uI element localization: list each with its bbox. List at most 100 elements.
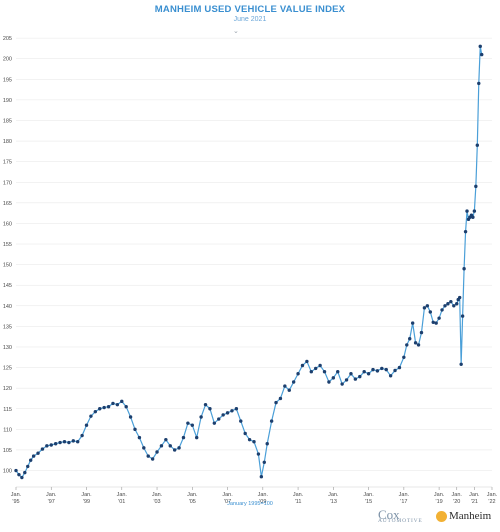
- data-point[interactable]: [375, 369, 380, 373]
- data-point[interactable]: [459, 362, 463, 366]
- data-point[interactable]: [71, 439, 76, 443]
- data-point[interactable]: [446, 302, 450, 306]
- data-point[interactable]: [168, 444, 172, 448]
- data-point[interactable]: [212, 421, 217, 425]
- data-point[interactable]: [137, 435, 142, 440]
- data-point[interactable]: [247, 437, 252, 442]
- data-point[interactable]: [98, 407, 102, 411]
- data-point[interactable]: [84, 423, 89, 427]
- data-point[interactable]: [457, 295, 462, 300]
- data-point[interactable]: [471, 215, 475, 219]
- data-point[interactable]: [14, 468, 18, 473]
- data-point[interactable]: [380, 366, 384, 371]
- data-point[interactable]: [291, 380, 296, 384]
- data-point[interactable]: [111, 401, 115, 406]
- data-point[interactable]: [186, 421, 190, 425]
- data-point[interactable]: [259, 475, 264, 479]
- data-point[interactable]: [58, 440, 62, 445]
- data-point[interactable]: [31, 454, 36, 458]
- data-point[interactable]: [362, 369, 366, 374]
- data-point[interactable]: [199, 415, 203, 419]
- data-point[interactable]: [437, 316, 441, 320]
- data-point[interactable]: [243, 431, 247, 436]
- data-point[interactable]: [413, 341, 418, 345]
- data-point[interactable]: [336, 369, 340, 374]
- data-point[interactable]: [217, 417, 221, 421]
- data-point[interactable]: [349, 372, 353, 376]
- data-point[interactable]: [146, 454, 150, 458]
- data-point[interactable]: [262, 460, 266, 464]
- data-point[interactable]: [274, 400, 278, 405]
- data-point[interactable]: [340, 382, 344, 386]
- data-point[interactable]: [314, 366, 318, 371]
- data-point[interactable]: [434, 321, 438, 325]
- data-point[interactable]: [252, 440, 256, 444]
- data-point[interactable]: [388, 374, 393, 378]
- data-point[interactable]: [344, 378, 349, 382]
- data-point[interactable]: [452, 304, 456, 308]
- data-point[interactable]: [62, 440, 67, 444]
- data-point[interactable]: [45, 444, 49, 448]
- data-point[interactable]: [76, 440, 80, 444]
- data-point[interactable]: [20, 475, 24, 480]
- data-point[interactable]: [397, 365, 402, 370]
- data-point[interactable]: [327, 380, 331, 384]
- data-point[interactable]: [142, 446, 146, 450]
- data-point[interactable]: [23, 470, 27, 475]
- data-point[interactable]: [440, 308, 444, 312]
- data-point[interactable]: [465, 209, 469, 213]
- data-point[interactable]: [405, 343, 409, 347]
- data-point[interactable]: [234, 407, 239, 411]
- data-point[interactable]: [40, 447, 45, 451]
- data-point[interactable]: [93, 409, 98, 414]
- data-point[interactable]: [190, 423, 194, 427]
- data-point[interactable]: [120, 399, 124, 404]
- data-point[interactable]: [159, 444, 164, 448]
- data-point[interactable]: [305, 359, 309, 364]
- data-point[interactable]: [384, 367, 388, 372]
- data-point[interactable]: [115, 402, 120, 407]
- data-point[interactable]: [89, 414, 93, 418]
- data-point[interactable]: [425, 304, 430, 308]
- data-point[interactable]: [208, 407, 212, 411]
- data-point[interactable]: [128, 415, 133, 419]
- data-point[interactable]: [462, 267, 466, 271]
- data-point[interactable]: [402, 355, 406, 359]
- data-point[interactable]: [278, 396, 283, 401]
- data-point[interactable]: [428, 310, 432, 314]
- data-point[interactable]: [150, 457, 155, 461]
- data-point[interactable]: [463, 229, 468, 234]
- data-point[interactable]: [177, 446, 181, 450]
- data-point[interactable]: [155, 450, 159, 454]
- data-point[interactable]: [67, 440, 71, 445]
- data-point[interactable]: [283, 384, 287, 388]
- data-point[interactable]: [80, 433, 84, 438]
- data-point[interactable]: [322, 369, 327, 374]
- data-point[interactable]: [203, 402, 208, 407]
- data-point[interactable]: [53, 442, 58, 446]
- data-point[interactable]: [422, 306, 427, 310]
- data-point[interactable]: [36, 451, 40, 455]
- data-point[interactable]: [393, 368, 397, 373]
- data-point[interactable]: [455, 302, 459, 306]
- data-point[interactable]: [133, 427, 137, 432]
- data-point[interactable]: [17, 472, 21, 477]
- data-point[interactable]: [408, 337, 412, 341]
- data-point[interactable]: [265, 442, 269, 446]
- data-point[interactable]: [472, 209, 477, 213]
- data-point[interactable]: [309, 369, 313, 374]
- data-point[interactable]: [164, 437, 168, 442]
- data-point[interactable]: [106, 405, 111, 409]
- chevron-down-icon[interactable]: ⌄: [233, 28, 239, 35]
- data-point[interactable]: [28, 458, 33, 462]
- data-point[interactable]: [477, 81, 481, 86]
- data-point[interactable]: [318, 363, 322, 368]
- data-point[interactable]: [371, 367, 375, 372]
- data-point[interactable]: [366, 372, 371, 376]
- data-point[interactable]: [419, 330, 424, 335]
- data-point[interactable]: [195, 435, 199, 440]
- data-point[interactable]: [410, 321, 415, 325]
- data-point[interactable]: [256, 452, 261, 456]
- data-point[interactable]: [239, 419, 243, 423]
- data-point[interactable]: [474, 184, 478, 189]
